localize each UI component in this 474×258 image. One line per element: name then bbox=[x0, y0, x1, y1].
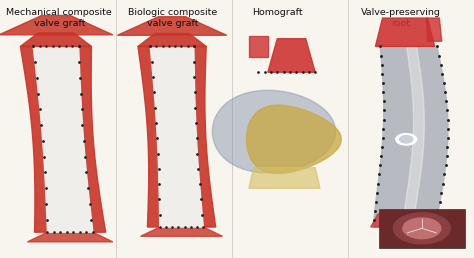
Polygon shape bbox=[249, 36, 268, 57]
Polygon shape bbox=[33, 46, 93, 232]
Polygon shape bbox=[20, 33, 91, 46]
Polygon shape bbox=[402, 46, 424, 227]
Polygon shape bbox=[194, 46, 216, 227]
Text: Biologic composite
valve graft: Biologic composite valve graft bbox=[128, 8, 218, 28]
Polygon shape bbox=[371, 214, 442, 227]
Polygon shape bbox=[249, 168, 320, 188]
Polygon shape bbox=[268, 39, 315, 72]
Polygon shape bbox=[20, 46, 47, 232]
Text: © CCF: © CCF bbox=[432, 241, 460, 250]
Text: Valve-preserving
root: Valve-preserving root bbox=[361, 8, 440, 28]
Bar bbox=[379, 209, 465, 248]
Polygon shape bbox=[138, 34, 206, 46]
Circle shape bbox=[393, 213, 450, 244]
Polygon shape bbox=[212, 90, 336, 173]
Text: Mechanical composite
valve graft: Mechanical composite valve graft bbox=[6, 8, 112, 28]
Polygon shape bbox=[0, 15, 113, 35]
Bar bbox=[0, 0, 116, 258]
Polygon shape bbox=[79, 46, 106, 232]
Bar bbox=[116, 0, 232, 258]
Polygon shape bbox=[27, 232, 113, 242]
Text: Homograft: Homograft bbox=[252, 8, 302, 17]
Polygon shape bbox=[141, 227, 222, 236]
Circle shape bbox=[400, 136, 413, 143]
Polygon shape bbox=[118, 17, 227, 35]
Polygon shape bbox=[138, 46, 160, 227]
Circle shape bbox=[396, 134, 417, 145]
Polygon shape bbox=[374, 46, 448, 227]
Polygon shape bbox=[427, 18, 442, 41]
Bar bbox=[232, 0, 348, 258]
Polygon shape bbox=[246, 105, 341, 173]
Bar bbox=[348, 0, 474, 258]
Polygon shape bbox=[375, 18, 435, 46]
Circle shape bbox=[403, 218, 441, 239]
Polygon shape bbox=[150, 46, 203, 227]
